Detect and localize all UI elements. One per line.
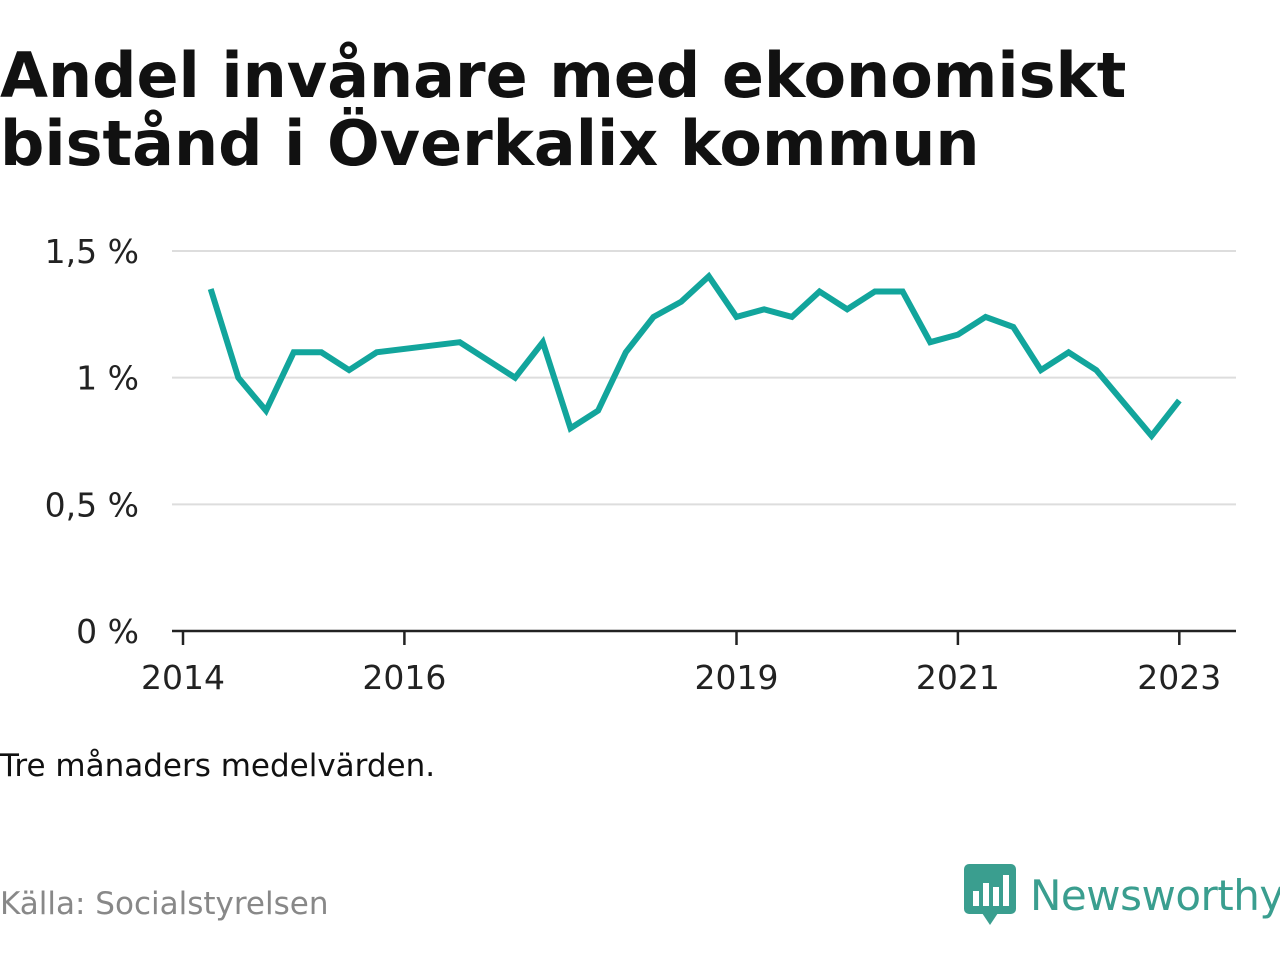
source-credit: Källa: Socialstyrelsen [0, 886, 329, 922]
y-axis-labels: 0 % 0,5 % 1 % 1,5 % [45, 232, 139, 651]
x-tick-label: 2019 [695, 658, 779, 697]
y-tick-label: 1,5 % [45, 232, 139, 271]
chart-title: Andel invånare med ekonomiskt bistånd i … [0, 39, 1127, 180]
newsworthy-logo-icon [964, 864, 1016, 925]
line-chart: 0 % 0,5 % 1 % 1,5 % 2014 2016 2019 2021 2023 [45, 232, 1236, 697]
brand-logo: Newsworthy [964, 862, 1280, 928]
x-tick-label: 2021 [916, 658, 1000, 697]
x-axis [172, 629, 1236, 645]
brand-name: Newsworthy [1030, 870, 1280, 920]
series-layer [207, 271, 1182, 441]
y-tick-label: 0,5 % [45, 485, 139, 524]
series-line [207, 271, 1182, 441]
x-axis-labels: 2014 2016 2019 2021 2023 [141, 658, 1221, 697]
x-tick-label: 2016 [362, 658, 446, 697]
x-tick-label: 2014 [141, 658, 225, 697]
y-tick-label: 0 % [76, 612, 139, 651]
x-tick-label: 2023 [1137, 658, 1221, 697]
gridlines [172, 250, 1236, 506]
chart-note: Tre månaders medelvärden. [0, 748, 436, 784]
y-tick-label: 1 % [76, 359, 139, 398]
